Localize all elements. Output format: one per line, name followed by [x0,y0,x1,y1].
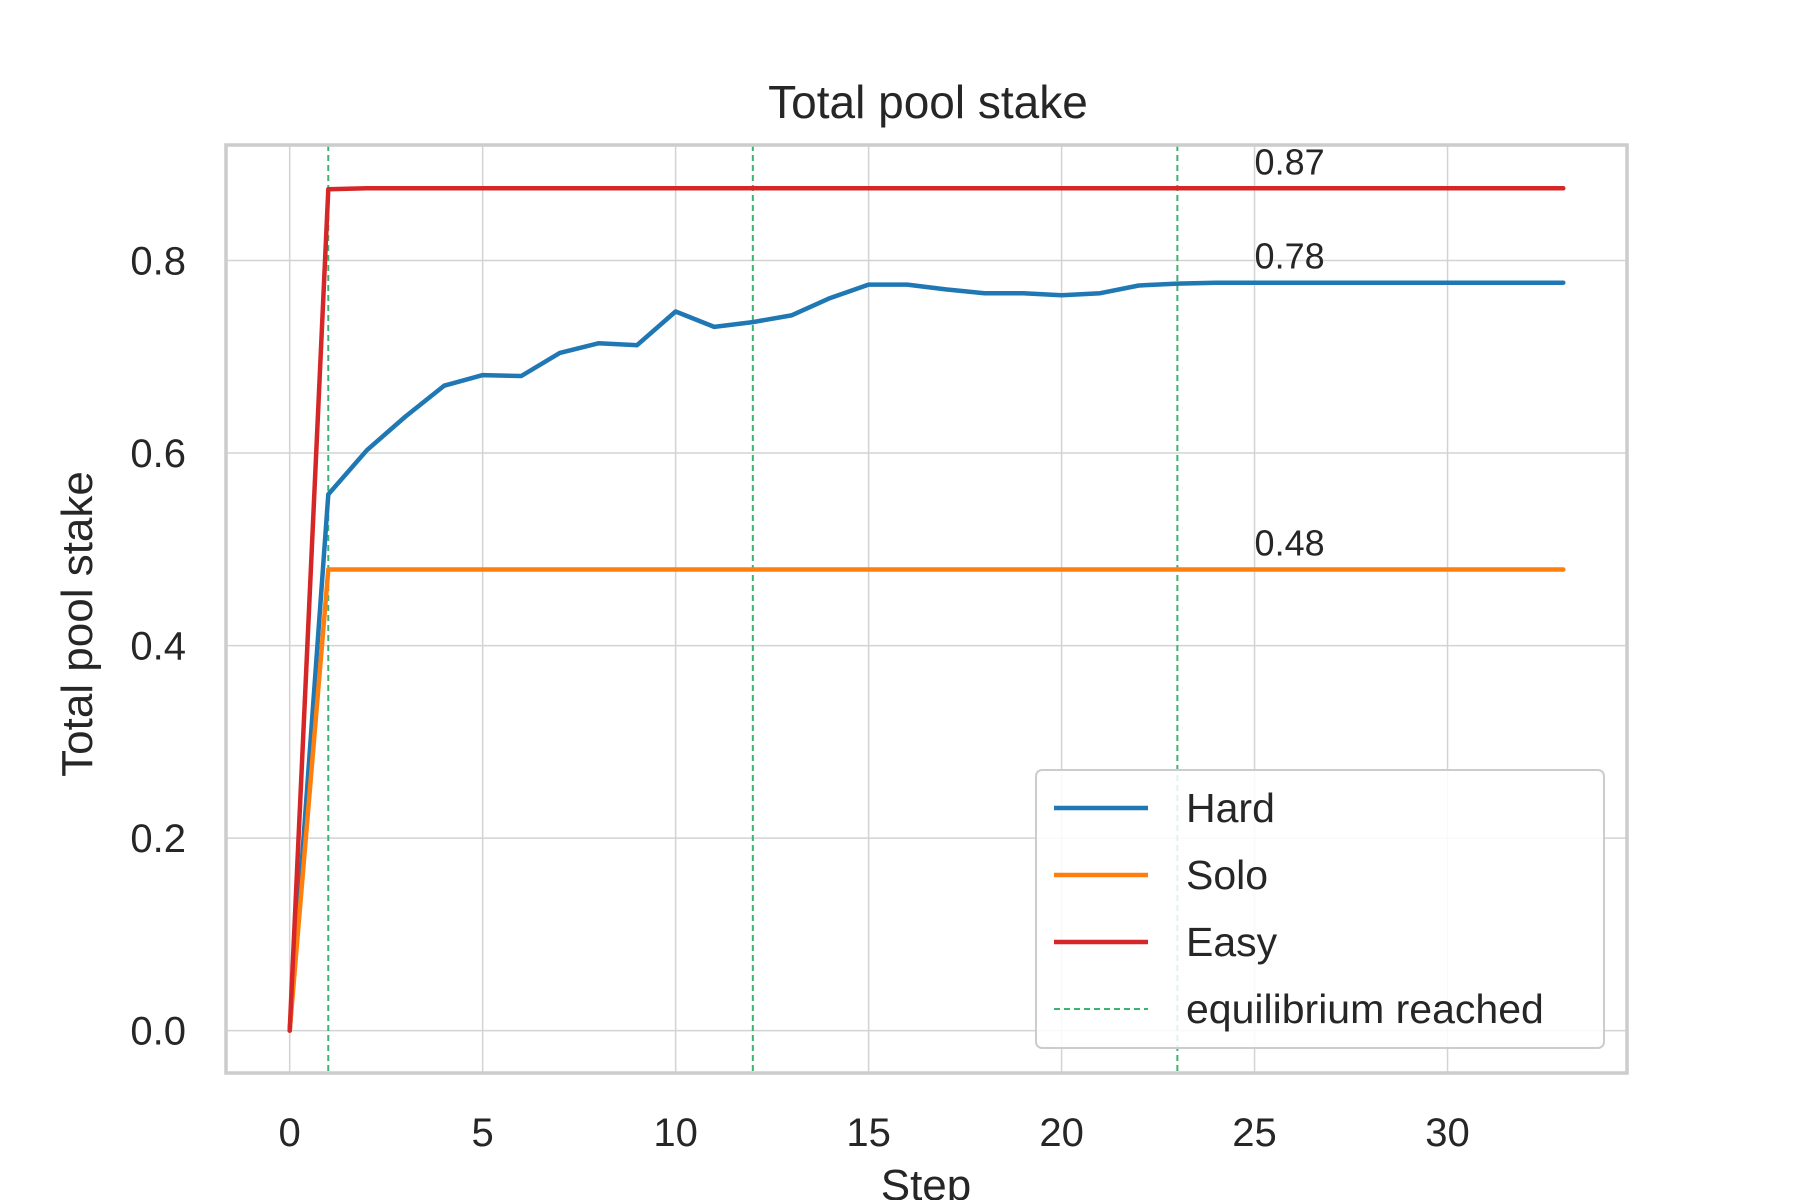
grid-lines [226,145,1627,1073]
data-label: 0.87 [1255,141,1325,182]
legend-box [1035,769,1605,1049]
legend-label: equilibrium reached [1186,986,1544,1032]
x-tick-label: 20 [1039,1111,1084,1155]
x-tick-label: 25 [1232,1111,1277,1155]
series-lines [287,186,1566,1033]
y-tick-label: 0.8 [130,240,186,284]
x-tick-label: 10 [653,1111,698,1155]
legend: Hard Solo Easy equilibrium reached [1035,769,1605,1049]
plot-frame [224,143,1629,1075]
series-line-hard [287,280,1566,1033]
legend-label: Solo [1186,852,1268,898]
y-tick-label: 0.6 [130,432,186,476]
y-axis-label: Total pool stake [53,471,102,777]
data-label: 0.78 [1255,236,1325,277]
tick-labels: 0 5 10 15 20 25 30 0.0 0.2 0.4 0.6 0.8 [130,240,1469,1155]
legend-label: Hard [1186,785,1275,831]
x-tick-label: 30 [1425,1111,1470,1155]
series-line-solo [287,567,1566,1033]
y-tick-label: 0.0 [130,1010,186,1054]
legend-label: Easy [1186,919,1278,965]
x-tick-label: 0 [279,1111,301,1155]
data-label: 0.48 [1255,523,1325,564]
chart-title: Total pool stake [768,76,1088,128]
x-tick-label: 15 [846,1111,891,1155]
x-axis-label: Step [881,1161,972,1200]
y-tick-label: 0.2 [130,817,186,861]
x-tick-label: 5 [472,1111,494,1155]
data-labels: 0.87 0.78 0.48 [1255,141,1325,563]
y-tick-label: 0.4 [130,625,186,669]
series-line-easy [287,186,1566,1033]
